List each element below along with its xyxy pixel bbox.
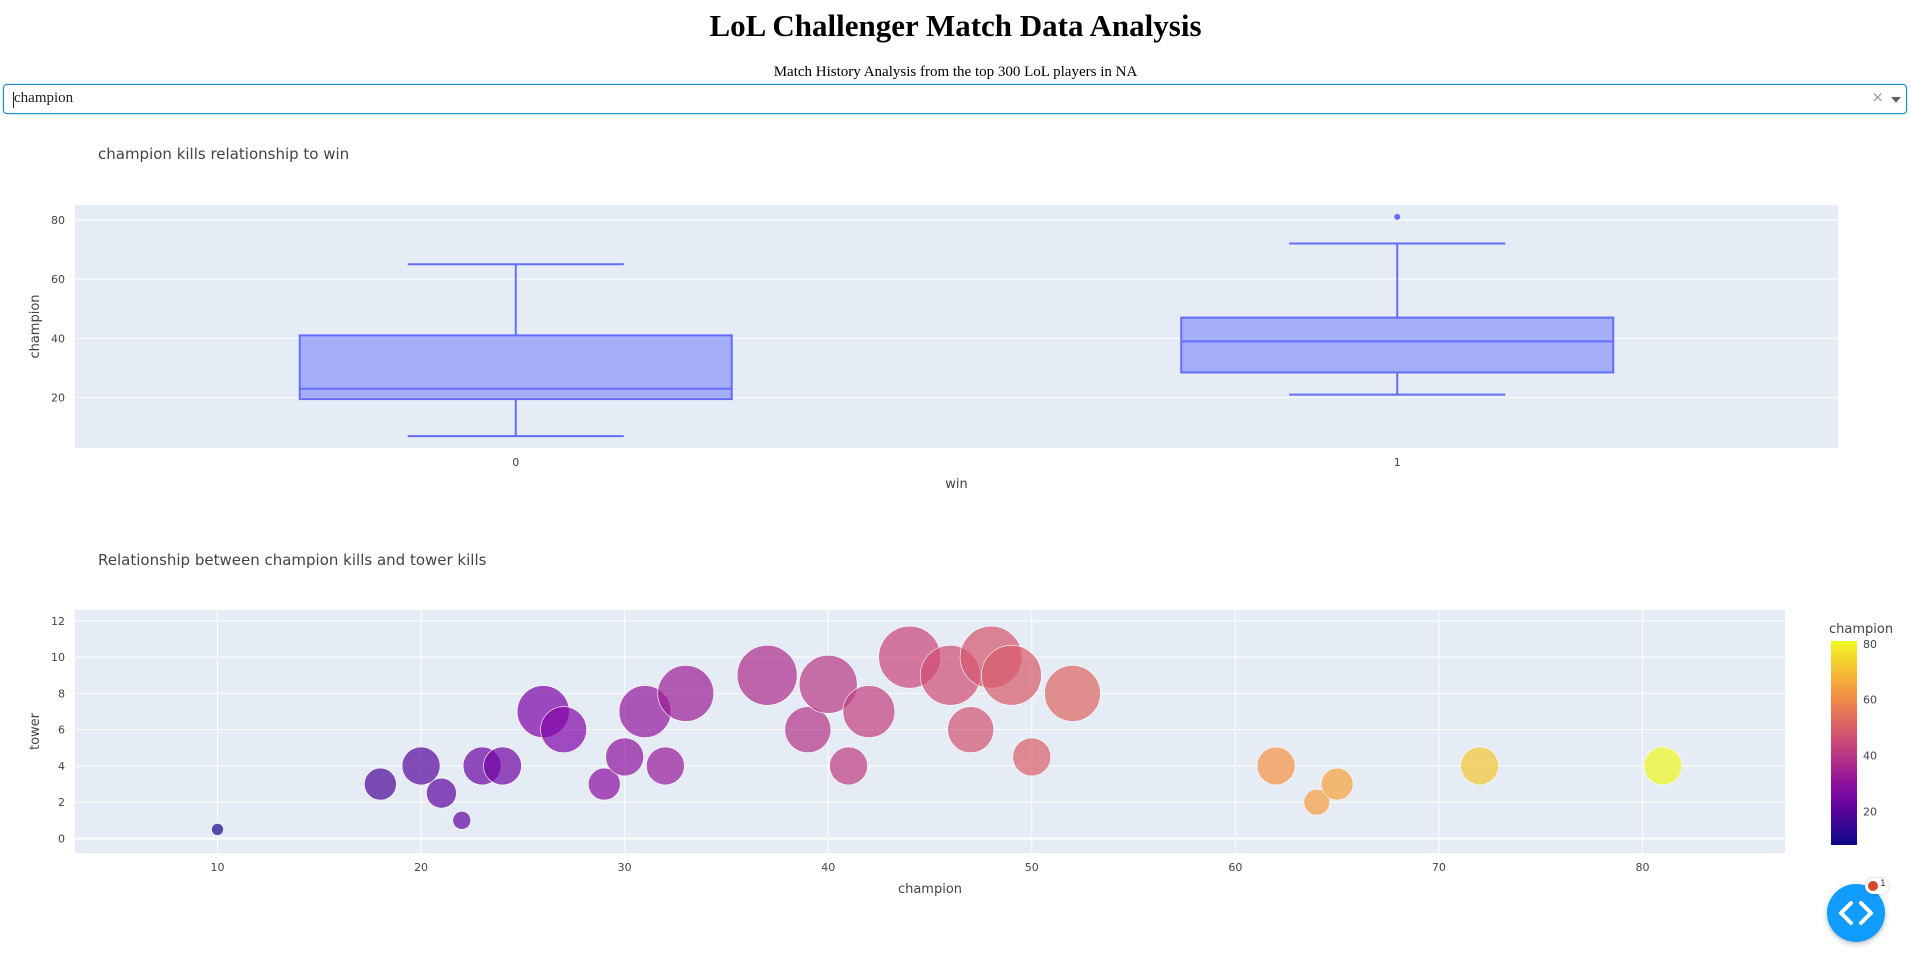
variable-dropdown[interactable]: champion ×	[3, 84, 1907, 114]
error-badge[interactable]: 1	[1865, 878, 1889, 894]
bubble-point	[798, 655, 858, 714]
y-tick-label: 60	[51, 273, 65, 286]
page-title: LoL Challenger Match Data Analysis	[709, 8, 1202, 43]
y-axis-label: tower	[28, 712, 43, 750]
box-plot-chart: champion kills relationship to win 20 40 6…	[28, 145, 1838, 492]
x-tick-label: 20	[414, 861, 428, 874]
bubble-point	[657, 665, 715, 722]
bubble-point	[829, 746, 868, 786]
colorbar-tick-label: 60	[1863, 694, 1877, 707]
colorbar-tick-label: 20	[1863, 805, 1877, 818]
bubble-point	[587, 767, 621, 801]
y-tick-label: 20	[51, 392, 65, 405]
bubble-point	[784, 706, 832, 753]
x-tick-label: 0	[512, 456, 519, 469]
colorbar-gradient	[1831, 641, 1857, 845]
bubble-point	[1044, 665, 1101, 722]
bubble-point	[1012, 737, 1052, 777]
bubble-point	[426, 777, 457, 809]
bubble-point	[540, 706, 587, 753]
clear-icon[interactable]: ×	[1871, 88, 1884, 106]
iqr-box	[1180, 316, 1615, 374]
x-tick-label: 40	[821, 861, 835, 874]
bubble-point	[1303, 788, 1331, 816]
bubble-point	[981, 644, 1042, 706]
dropdown-selected-value: champion	[14, 90, 74, 106]
y-tick-label: 8	[58, 687, 65, 700]
bubble-point	[842, 685, 896, 738]
y-tick-label: 40	[51, 332, 65, 345]
x-tick-label: 60	[1228, 861, 1242, 874]
y-tick-label: 4	[58, 760, 65, 773]
bubble-point	[605, 737, 644, 777]
bubble-point	[364, 767, 397, 801]
x-tick-label: 50	[1025, 861, 1039, 874]
x-tick-label: 70	[1432, 861, 1446, 874]
x-axis-label: win	[945, 477, 967, 492]
y-tick-label: 12	[51, 615, 65, 628]
text-cursor	[13, 92, 14, 108]
bubble-point	[947, 706, 995, 753]
bubble-chart-title: Relationship between champion kills and …	[98, 551, 487, 569]
x-tick-label: 10	[211, 861, 225, 874]
bubble-point	[736, 644, 798, 706]
bubble-point	[483, 746, 522, 786]
bubble-point	[452, 811, 472, 830]
x-tick-label: 80	[1636, 861, 1650, 874]
error-count: 1	[1880, 879, 1886, 889]
y-tick-label: 6	[58, 724, 65, 737]
colorbar-tick-label: 80	[1863, 638, 1877, 651]
code-brackets-icon	[1839, 901, 1873, 925]
bubble-point	[1320, 767, 1354, 801]
colorbar: champion 20 40 60 80	[1829, 622, 1893, 845]
bubble-point	[1643, 746, 1683, 786]
y-tick-label: 0	[58, 832, 65, 845]
bubble-point	[1460, 746, 1499, 786]
bubble-chart: Relationship between champion kills and …	[28, 551, 1893, 897]
page-subtitle: Match History Analysis from the top 300 …	[773, 64, 1138, 80]
error-dot-icon	[1868, 881, 1878, 891]
bubble-point	[1256, 746, 1296, 786]
x-tick-label: 1	[1394, 456, 1401, 469]
y-tick-label: 10	[51, 651, 65, 664]
outlier-point	[1394, 213, 1401, 220]
chevron-down-icon[interactable]	[1891, 97, 1901, 103]
x-axis-label: champion	[898, 882, 962, 897]
y-tick-label: 2	[58, 796, 65, 809]
bubble-point	[211, 823, 224, 836]
colorbar-tick-label: 40	[1863, 750, 1877, 763]
x-tick-label: 30	[618, 861, 632, 874]
box-chart-title: champion kills relationship to win	[98, 145, 349, 163]
y-axis-label: champion	[28, 294, 43, 358]
y-tick-label: 80	[51, 214, 65, 227]
colorbar-title: champion	[1829, 622, 1893, 637]
bubble-point	[401, 746, 441, 786]
bubble-point	[646, 746, 685, 786]
